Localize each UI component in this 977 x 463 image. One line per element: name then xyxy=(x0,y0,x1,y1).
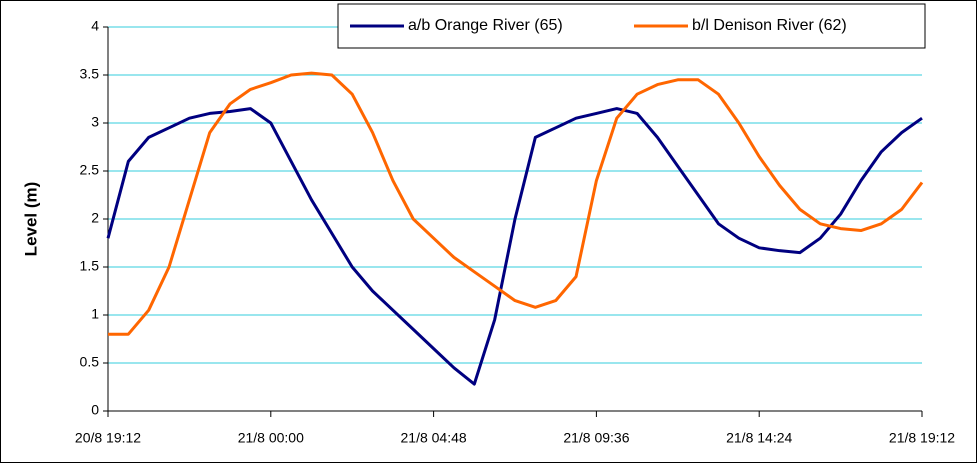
x-tick-label: 21/8 19:12 xyxy=(889,430,955,446)
y-tick-label: 2 xyxy=(91,210,99,226)
y-tick-label: 1.5 xyxy=(80,258,100,274)
y-tick-label: 0.5 xyxy=(80,354,100,370)
y-tick-label: 3.5 xyxy=(80,66,100,82)
x-tick-label: 21/8 00:00 xyxy=(238,430,304,446)
x-tick-label: 21/8 14:24 xyxy=(726,430,792,446)
y-tick-label: 4 xyxy=(91,18,99,34)
y-tick-label: 0 xyxy=(91,402,99,418)
y-tick-label: 1 xyxy=(91,306,99,322)
legend-box xyxy=(337,3,926,49)
y-tick-label: 3 xyxy=(91,114,99,130)
y-tick-label: 2.5 xyxy=(80,162,100,178)
x-tick-label: 21/8 09:36 xyxy=(563,430,629,446)
x-tick-label: 21/8 04:48 xyxy=(401,430,467,446)
line-series xyxy=(106,107,923,386)
x-tick-label: 20/8 19:12 xyxy=(75,430,141,446)
legend-label: a/b Orange River (65) xyxy=(408,17,563,34)
legend-label: b/l Denison River (62) xyxy=(692,17,847,34)
line-series xyxy=(108,71,924,336)
y-axis-label: Level (m) xyxy=(21,182,40,257)
